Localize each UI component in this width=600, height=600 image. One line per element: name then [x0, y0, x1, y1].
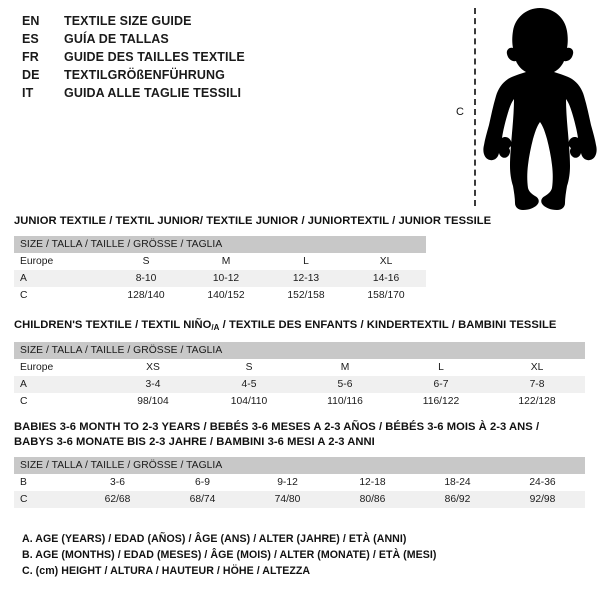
cell-value: 152/158 [266, 287, 346, 304]
language-row-es: ES GUÍA DE TALLAS [22, 30, 322, 48]
language-row-en: EN TEXTILE SIZE GUIDE [22, 12, 322, 30]
cell-value: 5-6 [297, 376, 393, 393]
section-title-babies-line2: BABYS 3-6 MONATE BIS 2-3 JAHRE / BAMBINI… [14, 436, 375, 448]
language-title-fr: GUIDE DES TAILLES TEXTILE [64, 50, 245, 64]
section-title-children: CHILDREN'S TEXTILE / TEXTIL NIÑO/A / TEX… [14, 318, 585, 335]
row-label: Europe [14, 253, 106, 270]
cell-value: 7-8 [489, 376, 586, 393]
legend-item-b: B. AGE (MONTHS) / EDAD (MESES) / ÂGE (MO… [22, 549, 437, 561]
table-header-row-babies: SIZE / TALLA / TAILLE / GRÖSSE / TAGLIA [14, 457, 585, 474]
cell-value: XS [105, 359, 201, 376]
language-code-fr: FR [22, 50, 39, 64]
cell-value: M [297, 359, 393, 376]
row-label: C [14, 393, 105, 410]
table-header-row-junior: SIZE / TALLA / TAILLE / GRÖSSE / TAGLIA [14, 236, 427, 253]
table-header-row-children: SIZE / TALLA / TAILLE / GRÖSSE / TAGLIA [14, 342, 586, 359]
cell-value: 104/110 [201, 393, 297, 410]
language-code-en: EN [22, 14, 40, 28]
cell-value: 6-9 [160, 474, 245, 491]
table-header-label-junior: SIZE / TALLA / TAILLE / GRÖSSE / TAGLIA [14, 236, 427, 253]
section-title-children-sub: /A [211, 323, 220, 332]
cell-value: 24-36 [500, 474, 585, 491]
cell-value: S [106, 253, 186, 270]
cell-value: 62/68 [75, 491, 160, 508]
cell-value: 10-12 [186, 270, 266, 287]
language-code-it: IT [22, 86, 34, 100]
section-title-junior: JUNIOR TEXTILE / TEXTIL JUNIOR/ TEXTILE … [14, 215, 492, 227]
cell-value: 3-6 [75, 474, 160, 491]
height-measure-dashed-line [474, 8, 476, 206]
language-row-de: DE TEXTILGRÖßENFÜHRUNG [22, 66, 322, 84]
language-title-it: GUIDA ALLE TAGLIE TESSILI [64, 86, 242, 100]
cell-value: XL [346, 253, 427, 270]
language-row-fr: FR GUIDE DES TAILLES TEXTILE [22, 48, 322, 66]
section-junior-textile: JUNIOR TEXTILE / TEXTIL JUNIOR/ TEXTILE … [14, 214, 492, 304]
cell-value: 12-13 [266, 270, 346, 287]
cell-value: 6-7 [393, 376, 489, 393]
table-junior-textile: SIZE / TALLA / TAILLE / GRÖSSE / TAGLIA … [14, 236, 427, 304]
row-label: Europe [14, 359, 105, 376]
legend-block: A. AGE (YEARS) / EDAD (AÑOS) / ÂGE (ANS)… [22, 531, 582, 579]
cell-value: 86/92 [415, 491, 500, 508]
section-childrens-textile: CHILDREN'S TEXTILE / TEXTIL NIÑO/A / TEX… [14, 318, 586, 410]
row-label: A [14, 270, 106, 287]
row-label: A [14, 376, 105, 393]
cell-value: M [186, 253, 266, 270]
cell-value: 158/170 [346, 287, 427, 304]
row-label: B [14, 474, 75, 491]
language-row-it: IT GUIDA ALLE TAGLIE TESSILI [22, 84, 322, 102]
section-title-children-prefix: CHILDREN'S TEXTILE / TEXTIL NIÑO [14, 319, 212, 331]
language-code-de: DE [22, 68, 40, 82]
table-header-label-children: SIZE / TALLA / TAILLE / GRÖSSE / TAGLIA [14, 342, 586, 359]
table-row: Europe XS S M L XL [14, 359, 586, 376]
row-label: C [14, 287, 106, 304]
height-figure: C [440, 0, 600, 215]
section-title-children-suffix: / TEXTILE DES ENFANTS / KINDERTEXTIL / B… [219, 319, 557, 331]
language-title-en: TEXTILE SIZE GUIDE [64, 14, 192, 28]
cell-value: S [201, 359, 297, 376]
table-row: C 128/140 140/152 152/158 158/170 [14, 287, 427, 304]
cell-value: 68/74 [160, 491, 245, 508]
section-babies-textile: BABIES 3-6 MONTH TO 2-3 YEARS / BEBÉS 3-… [14, 420, 585, 508]
language-title-block: EN TEXTILE SIZE GUIDE ES GUÍA DE TALLAS … [22, 12, 322, 102]
cell-value: 110/116 [297, 393, 393, 410]
cell-value: 98/104 [105, 393, 201, 410]
cell-value: 122/128 [489, 393, 586, 410]
table-childrens-textile: SIZE / TALLA / TAILLE / GRÖSSE / TAGLIA … [14, 342, 586, 410]
legend-item-c: C. (cm) HEIGHT / ALTURA / HAUTEUR / HÖHE… [22, 565, 311, 577]
cell-value: XL [489, 359, 586, 376]
table-row: A 3-4 4-5 5-6 6-7 7-8 [14, 376, 586, 393]
cell-value: 18-24 [415, 474, 500, 491]
cell-value: L [266, 253, 346, 270]
table-header-label-babies: SIZE / TALLA / TAILLE / GRÖSSE / TAGLIA [14, 457, 585, 474]
cell-value: L [393, 359, 489, 376]
cell-value: 74/80 [245, 491, 330, 508]
cell-value: 12-18 [330, 474, 415, 491]
table-row: Europe S M L XL [14, 253, 427, 270]
height-measure-label: C [456, 106, 464, 118]
cell-value: 3-4 [105, 376, 201, 393]
toddler-silhouette-icon [483, 8, 597, 210]
section-title-babies-line1: BABIES 3-6 MONTH TO 2-3 YEARS / BEBÉS 3-… [14, 421, 540, 433]
cell-value: 140/152 [186, 287, 266, 304]
table-row: B 3-6 6-9 9-12 12-18 18-24 24-36 [14, 474, 585, 491]
cell-value: 9-12 [245, 474, 330, 491]
row-label: C [14, 491, 75, 508]
legend-item-a: A. AGE (YEARS) / EDAD (AÑOS) / ÂGE (ANS)… [22, 533, 407, 545]
cell-value: 92/98 [500, 491, 585, 508]
table-babies-textile: SIZE / TALLA / TAILLE / GRÖSSE / TAGLIA … [14, 457, 585, 508]
cell-value: 116/122 [393, 393, 489, 410]
cell-value: 128/140 [106, 287, 186, 304]
cell-value: 14-16 [346, 270, 427, 287]
cell-value: 80/86 [330, 491, 415, 508]
table-row: C 98/104 104/110 110/116 116/122 122/128 [14, 393, 586, 410]
cell-value: 8-10 [106, 270, 186, 287]
table-row: C 62/68 68/74 74/80 80/86 86/92 92/98 [14, 491, 585, 508]
language-code-es: ES [22, 32, 39, 46]
table-row: A 8-10 10-12 12-13 14-16 [14, 270, 427, 287]
cell-value: 4-5 [201, 376, 297, 393]
language-title-es: GUÍA DE TALLAS [64, 32, 169, 46]
language-title-de: TEXTILGRÖßENFÜHRUNG [64, 68, 225, 82]
